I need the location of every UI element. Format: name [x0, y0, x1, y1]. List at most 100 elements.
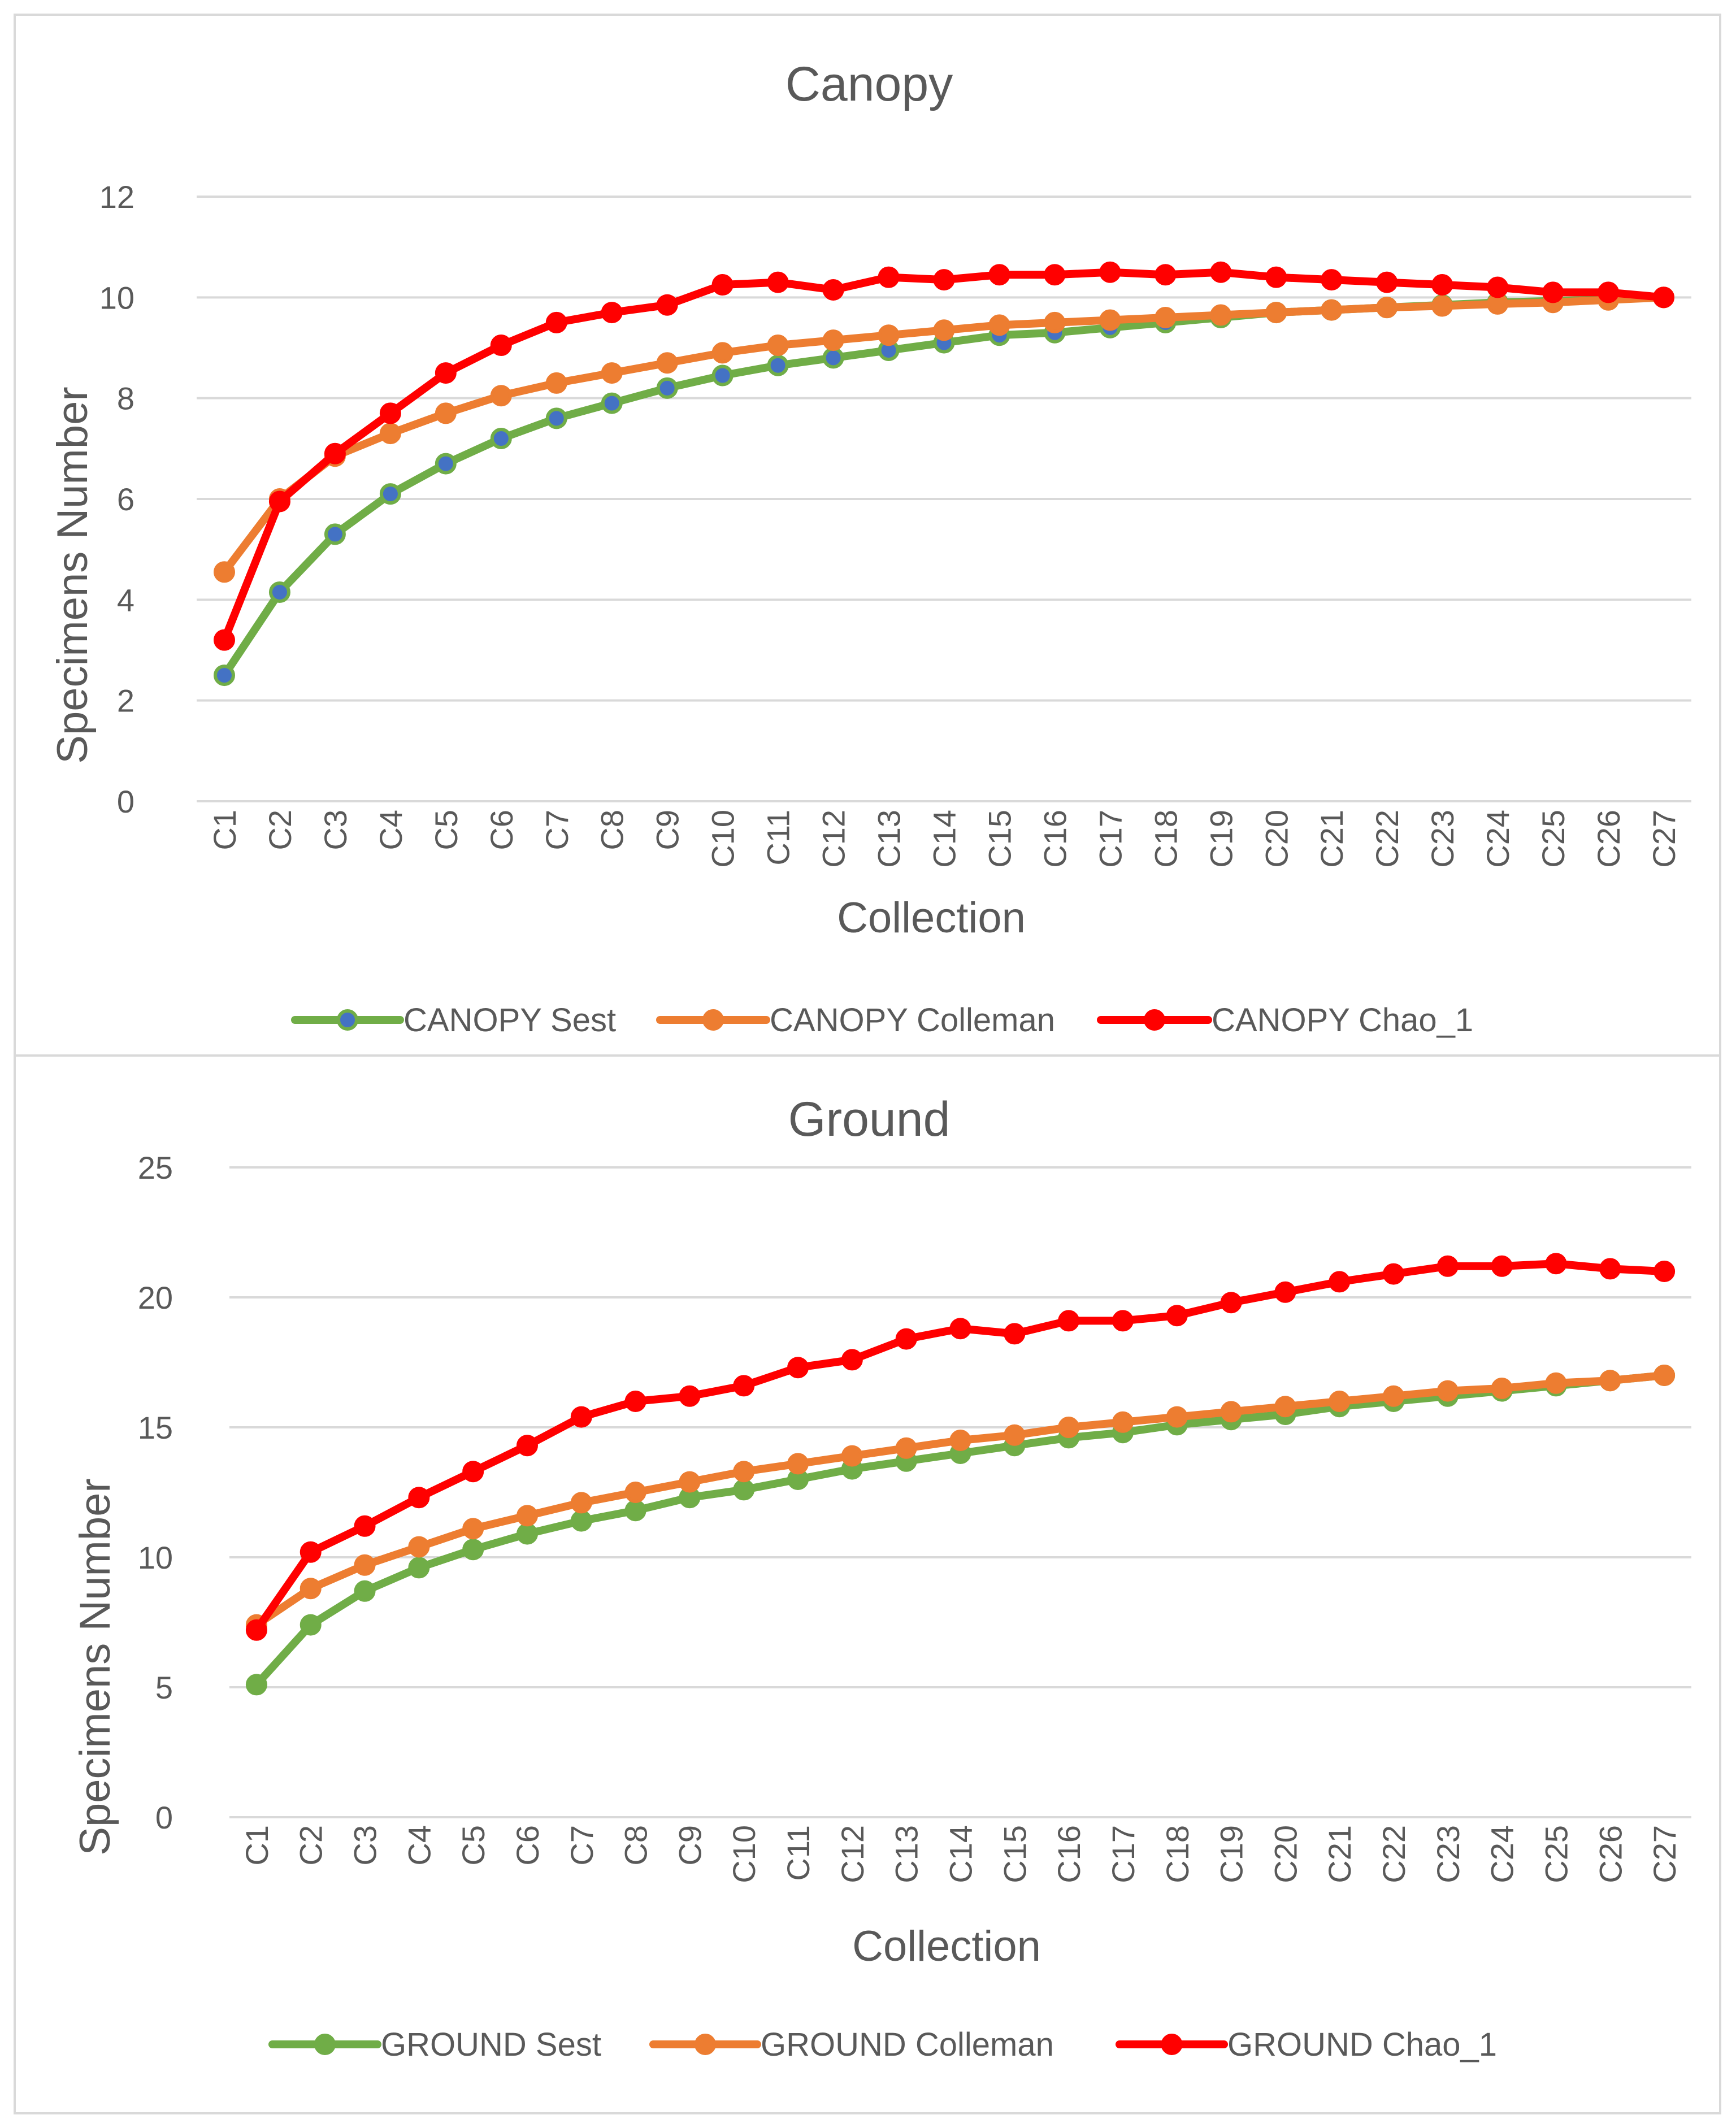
data-point — [462, 1518, 484, 1540]
data-point — [490, 428, 512, 449]
data-point — [1431, 295, 1453, 317]
data-point — [570, 1510, 592, 1532]
data-point — [733, 1479, 755, 1501]
x-tick-label: C17 — [1092, 810, 1128, 868]
data-point — [213, 665, 235, 687]
x-tick-label: C25 — [1535, 810, 1571, 868]
x-tick-label: C12 — [816, 810, 852, 868]
x-tick-label: C7 — [539, 810, 575, 850]
data-point — [1155, 264, 1177, 286]
y-tick-label: 10 — [99, 280, 134, 315]
data-point — [435, 362, 457, 384]
x-tick-label: C23 — [1425, 810, 1460, 868]
data-point — [656, 294, 678, 316]
data-point — [895, 1328, 917, 1350]
data-point — [601, 302, 623, 324]
data-point — [245, 1619, 267, 1641]
x-tick-label: C21 — [1322, 1825, 1357, 1883]
data-point — [1155, 307, 1177, 328]
x-tick-label: C11 — [780, 1825, 816, 1881]
x-axis-title: Collection — [852, 1922, 1041, 1970]
x-tick-labels: C1 C2 C3 C4 C5 C6 C7 C8 C9 C10 C11 C12 C13 C14 C15 C16 C… — [207, 810, 1682, 868]
data-point — [408, 1536, 430, 1558]
x-tick-label: C1 — [207, 810, 242, 850]
series-canopy-chao-1 — [213, 261, 1675, 651]
x-tick-label: C12 — [835, 1825, 870, 1883]
chart-title: Ground — [788, 1092, 951, 1146]
x-tick-label: C22 — [1369, 810, 1405, 868]
x-tick-label: C15 — [997, 1825, 1032, 1883]
x-tick-label: C24 — [1485, 1825, 1520, 1883]
data-point — [213, 561, 235, 583]
x-tick-label: C15 — [982, 810, 1017, 868]
data-point — [462, 1539, 484, 1561]
y-tick-labels: 0 2 4 6 8 10 12 — [99, 179, 134, 819]
y-tick-label: 5 — [155, 1670, 173, 1705]
data-point — [324, 442, 346, 464]
x-tick-label: C6 — [484, 810, 519, 850]
legend-marker — [337, 1009, 358, 1031]
x-tick-label: C19 — [1214, 1825, 1249, 1883]
series-line — [252, 1371, 1669, 1629]
data-point — [1058, 1417, 1080, 1438]
legend-item: CANOPY Chao_1 — [1097, 1002, 1473, 1039]
data-point — [1321, 299, 1343, 321]
y-axis-title: Specimens Number — [71, 1478, 119, 1855]
series-canopy-sest — [213, 286, 1675, 687]
data-point — [435, 453, 457, 475]
x-tick-label: C23 — [1430, 1825, 1466, 1883]
series-line — [220, 293, 1668, 680]
x-tick-label: C26 — [1591, 810, 1626, 868]
x-tick-label: C5 — [428, 810, 464, 850]
y-tick-label: 4 — [117, 582, 134, 618]
legend-item: GROUND Chao_1 — [1116, 2026, 1497, 2063]
x-tick-labels: C1 C2 C3 C4 C5 C6 C7 C8 C9 C10 C11 C12 C13 C14 C15 C16 C… — [239, 1825, 1682, 1883]
data-point — [711, 274, 734, 296]
data-point — [1383, 1263, 1405, 1285]
x-tick-label: C20 — [1258, 810, 1294, 868]
x-tick-label: C20 — [1268, 1825, 1303, 1883]
data-point — [1599, 1370, 1621, 1392]
legend-label: GROUND Colleman — [761, 2026, 1054, 2063]
y-tick-label: 0 — [117, 784, 134, 819]
legend-item: GROUND Sest — [268, 2026, 601, 2063]
data-point — [1329, 1391, 1351, 1412]
data-point — [841, 1445, 863, 1467]
x-tick-label: C8 — [594, 810, 630, 850]
data-point — [1545, 1372, 1567, 1394]
data-point — [878, 324, 900, 346]
legend-label: CANOPY Sest — [403, 1002, 616, 1039]
ground-chart-panel: Ground 0 5 10 15 20 25 C1 C2 C3 C4 C5 C6 C7 C8 C9 C10 C… — [14, 1054, 1721, 2114]
data-point — [490, 385, 512, 407]
data-point — [601, 362, 623, 384]
data-point — [354, 1580, 376, 1602]
chart-title: Canopy — [785, 57, 953, 111]
data-point — [545, 372, 567, 394]
x-tick-label: C2 — [293, 1825, 329, 1866]
legend-label: GROUND Sest — [381, 2026, 601, 2063]
data-point — [1653, 1261, 1676, 1282]
data-point — [841, 1349, 863, 1371]
data-point — [1210, 261, 1232, 283]
data-point — [1598, 281, 1620, 303]
x-tick-label: C13 — [889, 1825, 925, 1883]
data-point — [1166, 1305, 1188, 1327]
data-point — [1166, 1406, 1188, 1428]
data-point — [1210, 304, 1232, 326]
data-point — [490, 335, 512, 357]
y-tick-label: 12 — [99, 179, 134, 215]
data-point — [949, 1318, 971, 1340]
x-tick-label: C1 — [239, 1825, 275, 1866]
data-point — [379, 483, 401, 505]
data-point — [1112, 1411, 1134, 1433]
series-ground-colleman — [245, 1365, 1676, 1636]
data-point — [1004, 1323, 1026, 1345]
data-point — [516, 1435, 538, 1457]
data-point — [1044, 311, 1066, 333]
data-point — [1044, 264, 1066, 286]
data-point — [767, 354, 789, 376]
data-point — [1491, 1378, 1513, 1399]
data-point — [679, 1471, 701, 1493]
data-point — [1376, 271, 1398, 293]
